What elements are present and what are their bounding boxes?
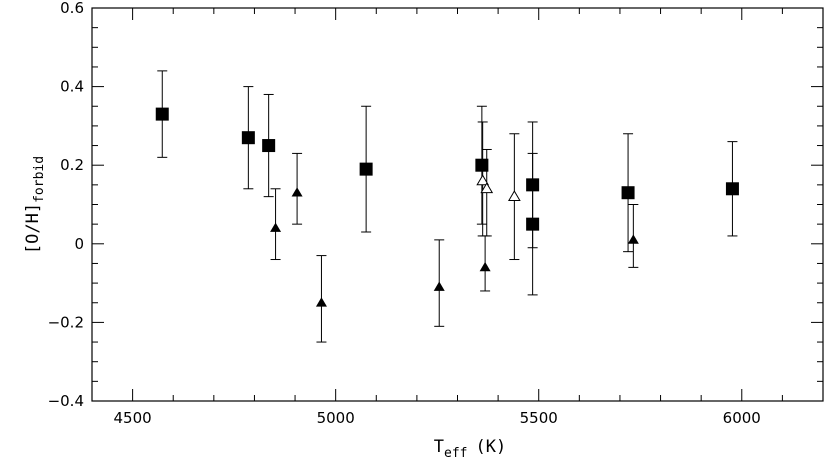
x-axis-label: Teff (K) <box>434 437 506 458</box>
data-point-square <box>155 107 169 121</box>
y-tick-label: −0.4 <box>48 392 84 410</box>
y-tick-label: 0.2 <box>60 156 84 174</box>
data-point-square <box>725 182 739 196</box>
data-point-triangle-open <box>480 182 494 194</box>
x-axis-label-sub: eff <box>444 446 467 458</box>
error-bars <box>157 70 738 343</box>
data-point-square <box>526 217 540 231</box>
data-point-triangle-filled <box>291 187 303 197</box>
x-tick-label: 6000 <box>723 409 761 427</box>
data-point-triangle-open <box>507 190 521 201</box>
tick-labels: 4500 5000 5500 6000 −0.4 −0.2 0 0.2 0.4 0.6 <box>48 0 761 427</box>
y-axis-label-main: [O/H] <box>23 203 43 254</box>
data-point-square <box>262 139 276 153</box>
y-tick-label: 0.6 <box>60 0 84 17</box>
y-tick-label: 0.4 <box>60 78 84 96</box>
data-point-square <box>359 162 373 176</box>
data-point-square <box>621 186 635 200</box>
data-point-triangle-filled <box>479 261 491 272</box>
data-point-square <box>241 131 255 145</box>
data-markers <box>155 107 739 307</box>
y-tick-label: −0.2 <box>48 313 84 331</box>
data-point-square <box>475 158 489 172</box>
data-point-triangle-filled <box>433 281 445 291</box>
x-tick-label: 5000 <box>317 409 355 427</box>
x-tick-label: 4500 <box>114 409 152 427</box>
axis-ticks <box>91 7 824 402</box>
y-axis-label-sub: forbid <box>32 156 47 203</box>
x-tick-label: 5500 <box>520 409 558 427</box>
data-point-square <box>526 178 540 192</box>
data-point-triangle-filled <box>627 234 639 244</box>
x-axis-label-main: T <box>434 437 444 457</box>
data-point-triangle-filled <box>315 297 327 307</box>
data-point-triangle-open <box>476 174 490 186</box>
plot-frame <box>91 7 824 402</box>
y-tick-label: 0 <box>74 235 84 253</box>
x-axis-label-unit: (K) <box>476 437 507 457</box>
data-point-triangle-filled <box>270 222 282 232</box>
y-axis-label: [O/H]forbid <box>23 156 47 254</box>
